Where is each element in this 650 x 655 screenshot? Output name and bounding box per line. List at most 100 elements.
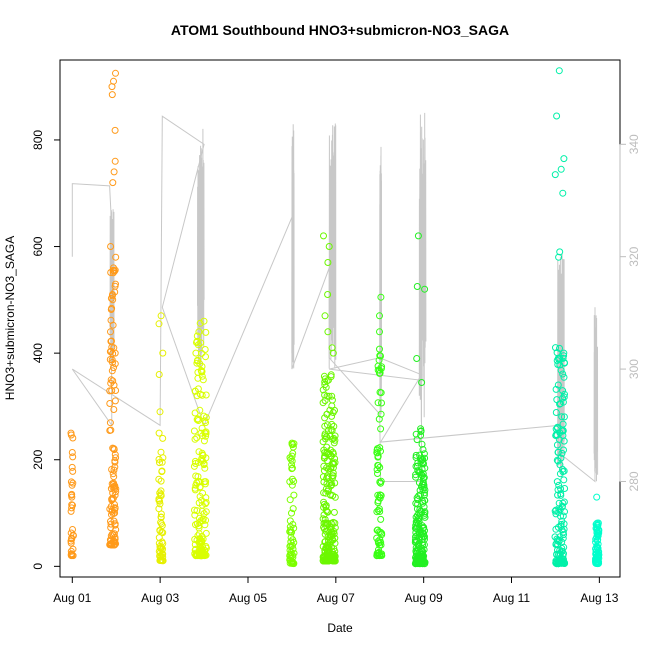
data-point: [555, 481, 563, 489]
data-point: [156, 500, 164, 508]
data-point: [155, 429, 163, 437]
data-point: [109, 291, 116, 298]
data-point: [190, 462, 198, 470]
data-point: [110, 406, 118, 413]
data-point: [68, 449, 76, 456]
data-point: [288, 509, 295, 517]
data-point: [413, 283, 421, 290]
data-point: [376, 312, 383, 320]
data-point: [319, 543, 327, 550]
data-point: [191, 387, 199, 395]
data-point: [67, 547, 75, 555]
data-point: [198, 538, 206, 546]
data-point: [329, 409, 337, 416]
data-point: [68, 490, 76, 498]
data-point: [319, 399, 327, 407]
data-point: [197, 537, 205, 545]
data-point: [412, 559, 420, 566]
data-point: [377, 515, 385, 523]
data-point: [553, 112, 561, 120]
data-point: [68, 493, 76, 501]
data-point: [377, 410, 385, 418]
data-point: [67, 478, 75, 486]
data-point: [68, 534, 76, 542]
data-point: [110, 517, 118, 525]
data-point: [194, 532, 202, 540]
data-point: [320, 478, 328, 486]
data-point: [193, 392, 201, 400]
data-point: [202, 478, 210, 486]
data-point: [156, 527, 164, 535]
data-point: [420, 481, 428, 489]
data-point: [414, 232, 422, 240]
data-point: [157, 518, 165, 526]
data-point: [560, 352, 568, 360]
data-point: [376, 494, 384, 502]
data-point: [413, 355, 421, 362]
data-point: [413, 505, 421, 513]
data-point: [288, 465, 296, 473]
data-point: [418, 529, 426, 537]
data-point: [108, 541, 116, 549]
data-point: [330, 460, 338, 468]
data-point: [108, 83, 116, 91]
data-point: [108, 367, 116, 375]
data-point: [196, 538, 204, 546]
data-point: [373, 552, 381, 560]
data-point: [201, 500, 209, 508]
data-point: [158, 528, 166, 536]
data-point: [290, 491, 298, 499]
data-point: [107, 306, 115, 313]
data-point: [421, 511, 428, 519]
data-point: [421, 285, 429, 293]
data-point: [594, 521, 602, 529]
data-point: [416, 535, 424, 543]
data-point: [557, 559, 565, 567]
data-point: [319, 515, 327, 523]
data-point: [155, 320, 163, 328]
data-point: [328, 412, 336, 420]
data-point: [552, 425, 560, 433]
data-point: [67, 429, 75, 437]
data-point: [111, 491, 119, 499]
data-point: [553, 357, 561, 364]
data-point: [553, 396, 561, 404]
data-point: [194, 473, 202, 481]
data-point: [328, 396, 336, 404]
y2-tick-label: 280: [627, 471, 641, 491]
data-point: [68, 504, 76, 512]
data-point: [377, 293, 385, 301]
data-point: [329, 464, 337, 472]
x-axis: Aug 01 Aug 03 Aug 05 Aug 07 Aug 09 Aug 11 Aug …: [53, 576, 619, 605]
data-point: [376, 463, 384, 471]
data-point: [287, 455, 295, 463]
data-point: [109, 470, 117, 478]
x-axis-label: Date: [327, 621, 353, 635]
data-point: [560, 373, 568, 381]
data-point: [375, 415, 383, 423]
data-point: [325, 485, 332, 493]
data-point: [376, 536, 384, 544]
data-point: [421, 497, 429, 504]
data-point: [196, 406, 204, 414]
data-point: [417, 431, 425, 439]
x-tick-label: Aug 07: [317, 591, 355, 605]
data-point: [325, 392, 333, 400]
data-point: [110, 445, 118, 453]
data-point: [374, 470, 381, 477]
data-point: [195, 530, 203, 538]
data-point: [201, 346, 209, 353]
data-point: [555, 67, 563, 75]
data-point: [110, 541, 118, 549]
data-point: [112, 253, 120, 261]
secondary-line-spikes: [593, 315, 599, 482]
data-point: [374, 506, 382, 514]
data-point: [560, 476, 568, 484]
data-point: [554, 448, 562, 456]
data-point: [560, 393, 568, 401]
data-point: [559, 398, 567, 406]
data-point: [554, 381, 562, 389]
data-point: [202, 508, 210, 516]
data-point: [557, 485, 565, 493]
data-point: [156, 497, 164, 505]
